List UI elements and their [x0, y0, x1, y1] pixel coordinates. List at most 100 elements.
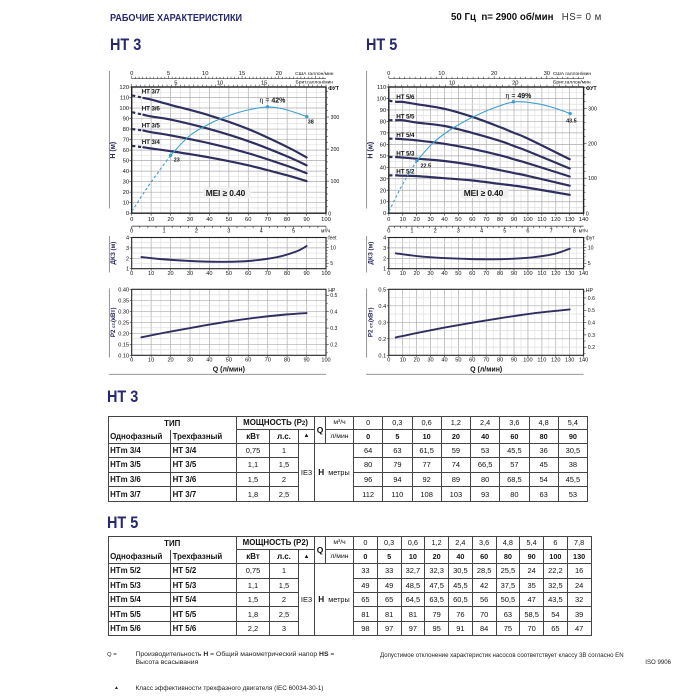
- svg-text:120: 120: [551, 271, 560, 277]
- svg-text:80: 80: [123, 127, 129, 133]
- svg-text:Брит.галлон/мин: Брит.галлон/мин: [296, 80, 334, 86]
- svg-text:1: 1: [126, 267, 129, 273]
- svg-text:10: 10: [148, 217, 154, 223]
- svg-text:1: 1: [163, 229, 166, 235]
- svg-text:6: 6: [526, 229, 529, 235]
- svg-text:20: 20: [167, 271, 173, 277]
- svg-text:80: 80: [284, 358, 290, 364]
- svg-text:0: 0: [130, 271, 133, 277]
- svg-text:HT 5/3: HT 5/3: [396, 150, 415, 157]
- svg-text:η = 49%: η = 49%: [506, 93, 533, 100]
- svg-text:20: 20: [123, 190, 129, 196]
- svg-text:2: 2: [195, 229, 198, 235]
- svg-text:HT 5/6: HT 5/6: [396, 94, 415, 101]
- svg-text:38: 38: [308, 120, 314, 126]
- svg-text:23: 23: [174, 158, 180, 164]
- svg-text:4: 4: [260, 229, 263, 235]
- svg-text:90: 90: [511, 271, 517, 277]
- svg-text:50: 50: [226, 217, 232, 223]
- svg-text:10: 10: [400, 271, 406, 277]
- svg-text:HT 3/7: HT 3/7: [142, 89, 161, 96]
- svg-text:0.5: 0.5: [378, 287, 386, 293]
- svg-text:0: 0: [130, 217, 133, 223]
- svg-text:22.5: 22.5: [421, 163, 432, 169]
- svg-text:70: 70: [483, 358, 489, 364]
- svg-text:70: 70: [265, 358, 271, 364]
- svg-text:0.4: 0.4: [378, 304, 386, 310]
- svg-text:100: 100: [523, 217, 533, 223]
- svg-text:30: 30: [427, 358, 433, 364]
- svg-text:60: 60: [469, 358, 475, 364]
- svg-text:43.5: 43.5: [566, 118, 577, 124]
- svg-text:130: 130: [565, 271, 574, 277]
- svg-text:0: 0: [387, 217, 390, 223]
- svg-text:5: 5: [503, 229, 506, 235]
- svg-text:м³/ч: м³/ч: [321, 229, 330, 235]
- svg-text:10: 10: [438, 71, 444, 77]
- svg-text:2: 2: [434, 229, 437, 235]
- svg-text:50: 50: [380, 154, 386, 160]
- svg-text:0: 0: [130, 358, 133, 364]
- svg-text:10: 10: [148, 358, 154, 364]
- svg-text:120: 120: [119, 85, 129, 91]
- svg-text:40: 40: [206, 271, 212, 277]
- svg-text:140: 140: [579, 271, 588, 277]
- svg-text:30: 30: [123, 180, 129, 186]
- svg-text:90: 90: [303, 358, 309, 364]
- svg-text:20: 20: [276, 71, 282, 77]
- svg-text:120: 120: [551, 358, 560, 364]
- svg-text:5: 5: [167, 71, 170, 77]
- svg-text:10: 10: [217, 80, 223, 86]
- svg-text:0: 0: [130, 229, 133, 235]
- svg-text:60: 60: [469, 271, 475, 277]
- svg-text:40: 40: [380, 165, 386, 171]
- svg-text:10: 10: [380, 200, 386, 206]
- svg-text:300: 300: [331, 115, 340, 121]
- svg-text:ФУТ: ФУТ: [328, 86, 340, 92]
- svg-text:40: 40: [441, 358, 447, 364]
- svg-text:40: 40: [206, 358, 212, 364]
- svg-text:4: 4: [480, 229, 483, 235]
- svg-text:100: 100: [523, 358, 532, 364]
- svg-text:50: 50: [226, 271, 232, 277]
- svg-text:Брит.галлон/мин: Брит.галлон/мин: [553, 80, 591, 86]
- svg-text:0.10: 0.10: [118, 353, 129, 359]
- svg-text:90: 90: [303, 271, 309, 277]
- svg-text:90: 90: [303, 217, 309, 223]
- svg-text:50: 50: [455, 271, 461, 277]
- svg-text:80: 80: [284, 271, 290, 277]
- svg-text:130: 130: [565, 217, 575, 223]
- svg-text:0.3: 0.3: [330, 326, 337, 332]
- svg-text:0.5: 0.5: [588, 308, 595, 314]
- svg-text:5: 5: [330, 261, 333, 267]
- svg-text:30: 30: [187, 217, 193, 223]
- svg-text:70: 70: [123, 138, 129, 144]
- svg-text:HP: HP: [586, 288, 594, 294]
- svg-text:5: 5: [174, 80, 177, 86]
- svg-text:0.30: 0.30: [118, 309, 129, 315]
- svg-text:0: 0: [387, 229, 390, 235]
- svg-text:15: 15: [239, 71, 245, 77]
- svg-text:60: 60: [380, 142, 386, 148]
- svg-text:7: 7: [550, 229, 553, 235]
- svg-text:40: 40: [441, 271, 447, 277]
- svg-text:80: 80: [284, 217, 290, 223]
- svg-text:5: 5: [292, 229, 295, 235]
- svg-text:60: 60: [245, 358, 251, 364]
- svg-text:Н (м): Н (м): [367, 142, 374, 159]
- svg-text:MEI ≥ 0.40: MEI ≥ 0.40: [464, 188, 504, 198]
- svg-text:50: 50: [455, 358, 461, 364]
- svg-text:100: 100: [377, 96, 387, 102]
- svg-text:0.25: 0.25: [118, 320, 129, 326]
- svg-text:HT 5/2: HT 5/2: [396, 169, 415, 176]
- svg-text:110: 110: [120, 96, 129, 102]
- svg-text:0.4: 0.4: [330, 310, 337, 316]
- svg-text:130: 130: [565, 358, 574, 364]
- svg-text:0: 0: [586, 212, 589, 218]
- svg-text:0.6: 0.6: [588, 296, 595, 302]
- svg-text:200: 200: [588, 141, 597, 147]
- svg-text:40: 40: [123, 169, 129, 175]
- svg-text:2: 2: [383, 256, 386, 262]
- svg-text:η = 42%: η = 42%: [260, 97, 287, 104]
- svg-text:70: 70: [265, 271, 271, 277]
